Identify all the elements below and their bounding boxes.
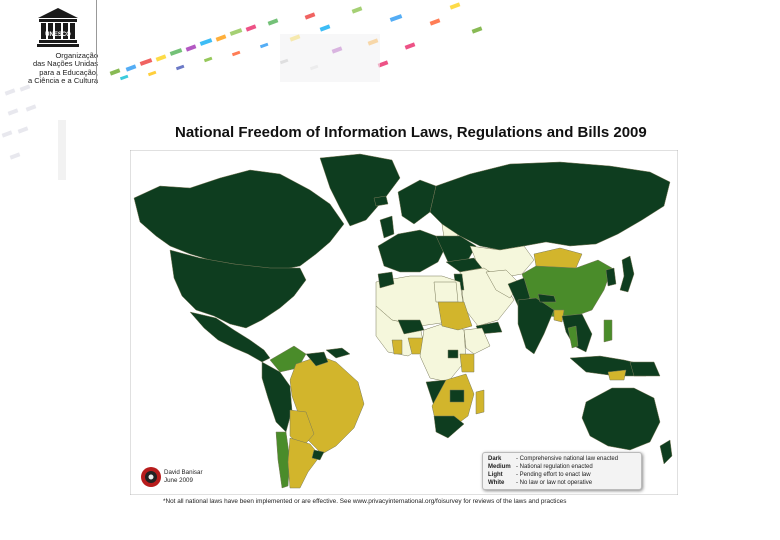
region-morocco (377, 271, 395, 289)
slide-footnote: *Not all national laws have been impleme… (163, 498, 567, 505)
region-madagascar (475, 389, 485, 415)
decorative-ghost-pattern (1, 84, 66, 180)
region-chile (275, 431, 291, 489)
region-korea (605, 267, 617, 287)
unesco-temple-icon: UNESCO (37, 8, 79, 47)
region-new-zealand (659, 439, 673, 465)
region-eastern-europe (435, 235, 477, 263)
region-russia (429, 161, 671, 251)
region-greenland (319, 153, 401, 227)
region-nepal-bhutan (537, 293, 557, 303)
region-south-africa (433, 415, 465, 439)
region-zimbabwe (449, 389, 465, 403)
region-north-america-north (133, 169, 345, 271)
region-argentina (287, 437, 321, 489)
legend-row-medium: Medium - National regulation enacted (488, 463, 636, 471)
region-southeast-asia (561, 313, 593, 353)
legend-desc: - Comprehensive national law enacted (516, 456, 619, 462)
unesco-logo: UNESCO Organização das Nações Unidas par… (14, 6, 98, 86)
region-pakistan (507, 277, 531, 307)
region-australia (581, 387, 661, 451)
decorative-confetti-banner (109, 2, 483, 82)
credit-name: David Banisar (164, 469, 203, 476)
legend-desc: - National regulation enacted (516, 464, 593, 471)
legend-key: White (488, 480, 505, 487)
logo-line: para a Educação, (39, 67, 98, 77)
legend-desc: - No law or law not operative (516, 480, 593, 487)
map-legend: Dark - Comprehensive national law enacted… (482, 452, 642, 490)
region-uruguay (311, 449, 325, 461)
region-png (629, 361, 661, 377)
region-bolivia-paraguay (289, 409, 315, 449)
region-iceland (373, 195, 389, 207)
region-uk (379, 215, 395, 239)
world-map (130, 150, 678, 495)
region-philippines (603, 319, 613, 343)
region-kenya (459, 353, 475, 373)
legend-row-white: White - No law or law not operative (488, 479, 636, 487)
map-credit: David Banisar June 2009 (140, 466, 220, 492)
logo-acronym: UNESCO (45, 32, 71, 38)
legend-key: Medium (488, 464, 511, 471)
logo-line: a Ciência e a Cultura (27, 76, 98, 86)
credit-date: June 2009 (164, 477, 193, 484)
region-mexico (189, 311, 271, 363)
region-egypt (433, 281, 459, 303)
region-western-europe (377, 229, 447, 273)
region-sudan (437, 301, 473, 331)
legend-row-light: Light - Pending effort to enact law (488, 471, 636, 479)
logo-text: Organização das Nações Unidas para a Edu… (14, 51, 98, 86)
legend-key: Dark (488, 456, 502, 462)
region-ethiopia (463, 327, 491, 355)
region-guyana (305, 351, 329, 367)
logo-line: das Nações Unidas (32, 59, 98, 69)
region-thailand (567, 325, 579, 349)
region-india (517, 297, 555, 355)
region-turkey (445, 257, 483, 273)
region-bangladesh (553, 309, 565, 323)
region-usa (169, 249, 307, 329)
region-uganda (447, 349, 459, 359)
region-ghana (391, 339, 403, 355)
legend-key: Light (488, 472, 503, 479)
header-divider (96, 0, 97, 84)
legend-desc: - Pending effort to enact law (516, 472, 591, 479)
region-timor (607, 369, 627, 381)
legend-row-dark: Dark - Comprehensive national law enacted (488, 455, 636, 463)
slide-title: National Freedom of Information Laws, Re… (175, 124, 647, 141)
privacy-international-badge-icon (141, 467, 161, 487)
region-japan (619, 255, 635, 293)
logo-line: Organização (55, 51, 98, 60)
